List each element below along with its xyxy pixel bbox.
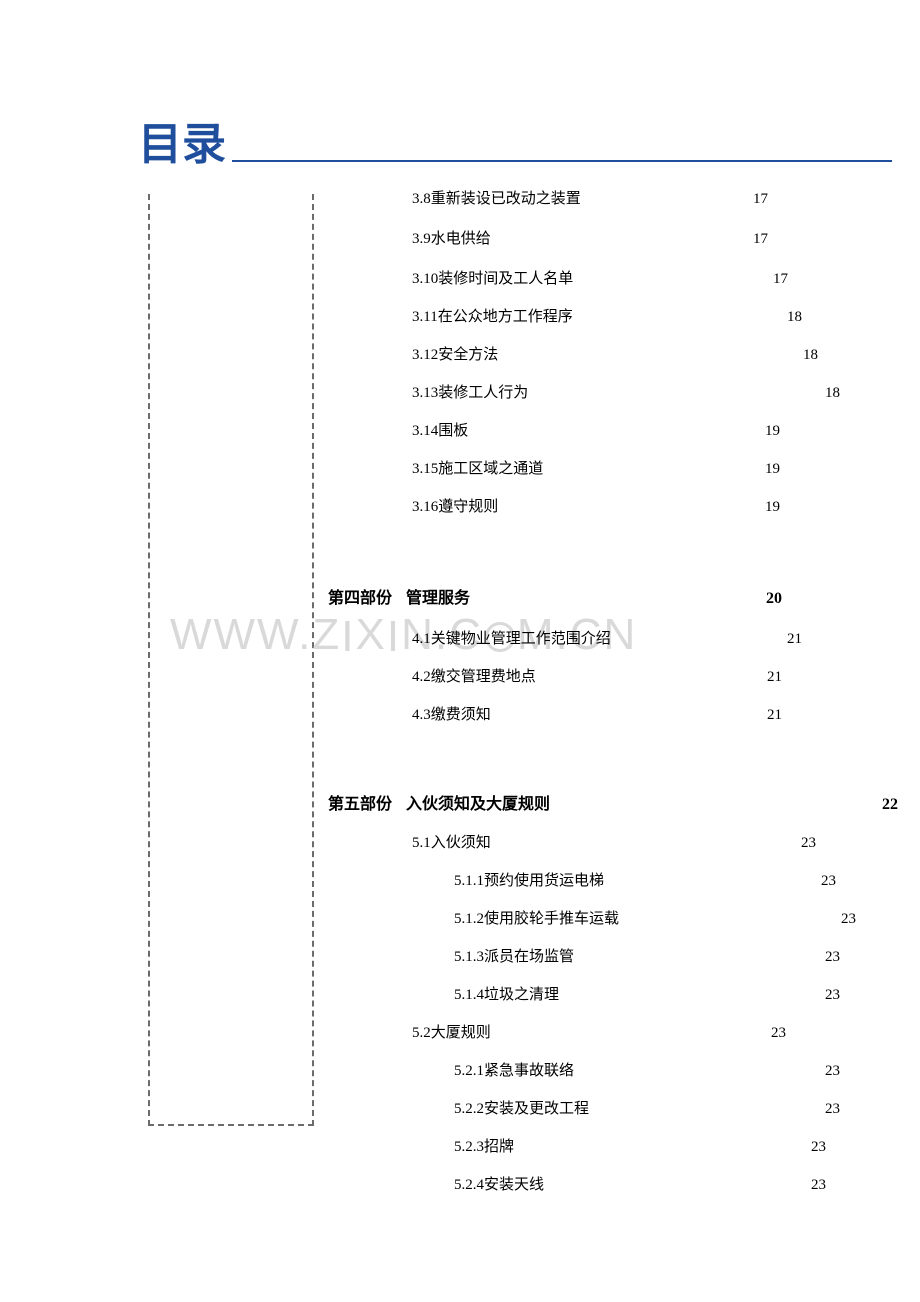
toc-title: 装修工人行为 <box>438 384 528 404</box>
toc-number: 3.8 <box>412 190 431 210</box>
toc-title: 使用胶轮手推车运载 <box>484 910 619 930</box>
toc-number: 3.13 <box>412 384 438 404</box>
toc-row: 5.2 大厦规则 23 <box>328 1024 898 1044</box>
toc-row: 5.2.4 安装天线 23 <box>328 1176 898 1196</box>
toc-row: 3.15 施工区域之通道 19 <box>328 460 898 480</box>
toc-number: 3.12 <box>412 346 438 366</box>
page-title: 目录 <box>138 108 226 172</box>
toc-row: 5.2.1 紧急事故联络 23 <box>328 1062 898 1082</box>
section-number: 第五部份 <box>328 790 392 814</box>
section-number: 第四部份 <box>328 584 392 608</box>
toc-row: 5.1.1 预约使用货运电梯 23 <box>328 872 898 892</box>
toc-number: 5.1 <box>412 834 431 854</box>
toc-row: 3.10 装修时间及工人名单 17 <box>328 270 898 290</box>
toc-title: 安装及更改工程 <box>484 1100 589 1120</box>
toc-row: 5.1.2 使用胶轮手推车运载 23 <box>328 910 898 930</box>
toc-number: 4.3 <box>412 706 431 726</box>
toc-row: 5.1.3 派员在场监管 23 <box>328 948 898 968</box>
toc-title: 大厦规则 <box>431 1024 491 1044</box>
toc-row: 4.3 缴费须知 21 <box>328 706 898 726</box>
toc-number: 4.1 <box>412 630 431 650</box>
section-title: 入伙须知及大厦规则 <box>406 790 550 814</box>
toc-page: 23 <box>825 948 898 968</box>
toc-page: 18 <box>825 384 898 404</box>
toc-title: 安全方法 <box>438 346 498 366</box>
toc-title: 缴费须知 <box>431 706 491 726</box>
toc-title: 装修时间及工人名单 <box>438 270 573 290</box>
toc-page: 17 <box>753 230 898 250</box>
toc-number: 5.1.1 <box>454 872 484 892</box>
toc-title: 水电供给 <box>431 230 491 250</box>
toc-page: 23 <box>801 834 898 854</box>
toc-row: 3.16 遵守规则 19 <box>328 498 898 518</box>
toc-page: 23 <box>825 1100 898 1120</box>
toc-page: 23 <box>825 1062 898 1082</box>
section-title: 管理服务 <box>406 584 470 608</box>
toc-page: 23 <box>771 1024 898 1044</box>
toc-title: 招牌 <box>484 1138 514 1158</box>
toc-title: 遵守规则 <box>438 498 498 518</box>
toc-title: 紧急事故联络 <box>484 1062 574 1082</box>
toc-page: 21 <box>767 706 898 726</box>
toc-number: 5.2.3 <box>454 1138 484 1158</box>
toc-page: 21 <box>787 630 898 650</box>
toc-title: 派员在场监管 <box>484 948 574 968</box>
section-page: 20 <box>766 590 898 608</box>
toc-page: 19 <box>765 460 898 480</box>
toc-title: 安装天线 <box>484 1176 544 1196</box>
toc-page: 17 <box>753 190 898 210</box>
toc-row: 3.13 装修工人行为 18 <box>328 384 898 404</box>
toc-row: 5.1 入伙须知 23 <box>328 834 898 854</box>
toc-page: 18 <box>803 346 898 366</box>
toc-row: 3.9 水电供给 17 <box>328 230 898 250</box>
toc-number: 3.14 <box>412 422 438 442</box>
toc-number: 5.1.4 <box>454 986 484 1006</box>
toc-title: 重新装设已改动之装置 <box>431 190 581 210</box>
toc-number: 3.16 <box>412 498 438 518</box>
toc-number: 5.2 <box>412 1024 431 1044</box>
toc-number: 5.2.2 <box>454 1100 484 1120</box>
toc-row: 3.12 安全方法 18 <box>328 346 898 366</box>
toc-row: 5.2.3 招牌 23 <box>328 1138 898 1158</box>
toc-page: 23 <box>841 910 898 930</box>
toc-section-row: 第五部份入伙须知及大厦规则 22 <box>328 790 898 814</box>
toc-page: 19 <box>765 498 898 518</box>
toc-page: 23 <box>825 986 898 1006</box>
toc-title: 施工区域之通道 <box>438 460 543 480</box>
toc-row: 5.2.2 安装及更改工程 23 <box>328 1100 898 1120</box>
toc-title: 垃圾之清理 <box>484 986 559 1006</box>
toc-page: 18 <box>787 308 898 328</box>
toc-number: 5.2.4 <box>454 1176 484 1196</box>
toc-number: 3.9 <box>412 230 431 250</box>
toc-title: 关键物业管理工作范围介绍 <box>431 630 611 650</box>
toc-row: 5.1.4 垃圾之清理 23 <box>328 986 898 1006</box>
toc-page: 23 <box>811 1176 898 1196</box>
toc-number: 3.11 <box>412 308 438 328</box>
toc-row: 3.8 重新装设已改动之装置 17 <box>328 190 898 210</box>
toc-row: 4.1 关键物业管理工作范围介绍 21 <box>328 630 898 650</box>
toc-title: 围板 <box>438 422 468 442</box>
toc-page: 19 <box>765 422 898 442</box>
toc-row: 4.2 缴交管理费地点 21 <box>328 668 898 688</box>
toc-number: 5.1.3 <box>454 948 484 968</box>
toc-page: 17 <box>773 270 898 290</box>
toc-section-row: 第四部份管理服务 20 <box>328 584 898 608</box>
toc-row: 3.14 围板 19 <box>328 422 898 442</box>
toc-number: 5.2.1 <box>454 1062 484 1082</box>
section-page: 22 <box>882 796 898 814</box>
toc-page: 21 <box>767 668 898 688</box>
toc-title: 入伙须知 <box>431 834 491 854</box>
title-underline <box>232 160 892 162</box>
toc-number: 3.10 <box>412 270 438 290</box>
toc-number: 5.1.2 <box>454 910 484 930</box>
toc-page: 23 <box>821 872 898 892</box>
toc-number: 4.2 <box>412 668 431 688</box>
toc-number: 3.15 <box>412 460 438 480</box>
toc-row: 3.11 在公众地方工作程序 18 <box>328 308 898 328</box>
toc-title: 在公众地方工作程序 <box>438 308 573 328</box>
toc-title: 缴交管理费地点 <box>431 668 536 688</box>
toc-page: 23 <box>811 1138 898 1158</box>
toc-title: 预约使用货运电梯 <box>484 872 604 892</box>
